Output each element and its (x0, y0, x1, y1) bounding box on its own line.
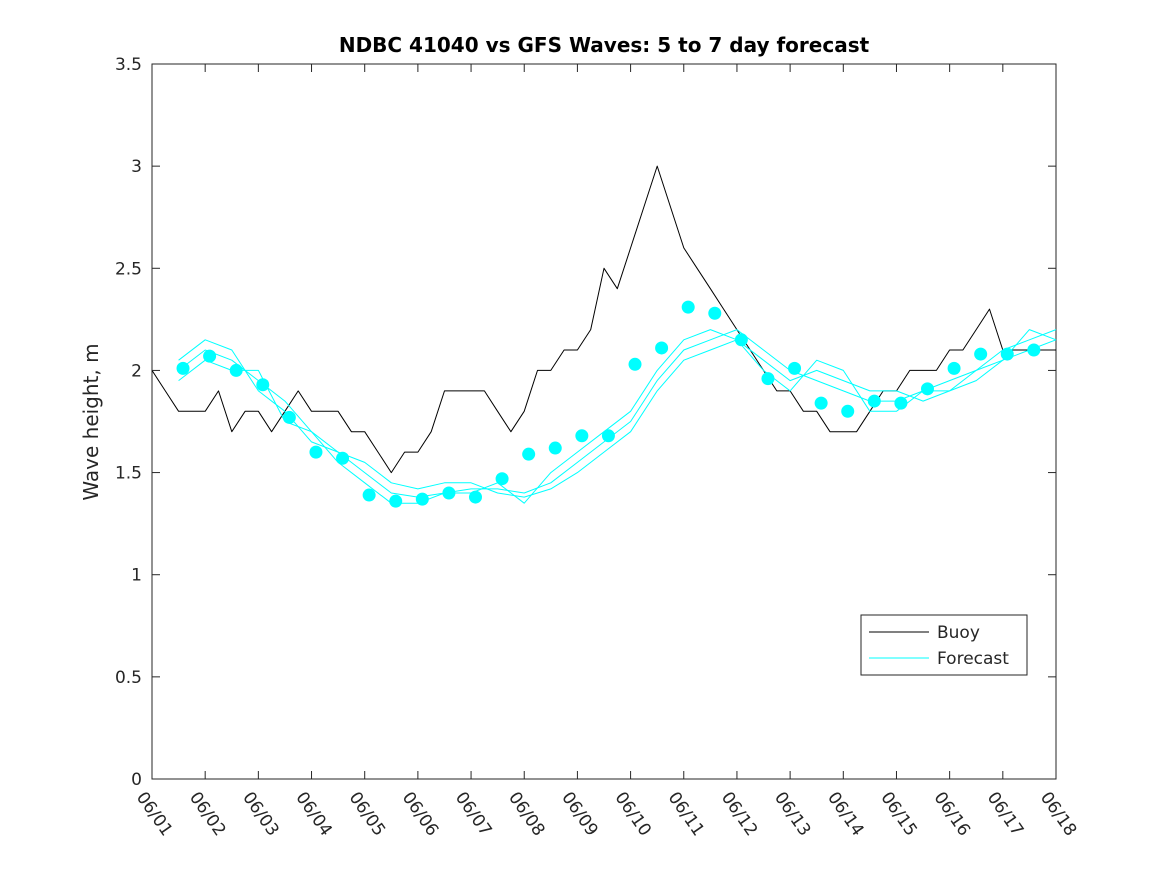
series-layer (151, 165, 1057, 508)
forecast-point (734, 333, 748, 347)
x-tick-label: 06/13 (770, 788, 814, 840)
x-tick-label: 06/14 (823, 788, 867, 840)
x-tick-label: 06/17 (983, 788, 1027, 840)
x-tick-label: 06/06 (398, 788, 442, 840)
x-tick-label: 06/04 (291, 788, 335, 840)
y-tick-label: 1 (131, 566, 142, 586)
forecast-point (867, 394, 881, 408)
legend-label-forecast: Forecast (937, 649, 1009, 669)
x-tick-label: 06/02 (185, 788, 229, 840)
buoy-series-line (151, 165, 1056, 474)
y-tick-label: 1.5 (115, 464, 142, 484)
legend: Buoy Forecast (860, 614, 1028, 676)
x-tick-label: 06/01 (132, 788, 176, 840)
y-tick-label: 3.5 (115, 55, 142, 75)
forecast-point (708, 306, 722, 320)
x-tick-label: 06/15 (876, 788, 920, 840)
y-tick-label: 3 (131, 157, 142, 177)
forecast-point (203, 349, 217, 363)
forecast-point (894, 396, 908, 410)
x-tick-label: 06/07 (451, 788, 495, 840)
forecast-point (761, 372, 775, 386)
chart-title: NDBC 41040 vs GFS Waves: 5 to 7 day fore… (339, 33, 870, 57)
forecast-point (655, 341, 669, 355)
y-axis-label: Wave height, m (79, 343, 103, 500)
forecast-point (282, 410, 296, 424)
forecast-point (442, 486, 456, 500)
forecast-point (947, 361, 961, 375)
forecast-point (309, 445, 323, 459)
x-tick-label: 06/09 (557, 788, 601, 840)
legend-label-buoy: Buoy (937, 623, 980, 643)
forecast-point (548, 441, 562, 455)
x-tick-label: 06/11 (664, 788, 708, 840)
forecast-point (256, 378, 270, 392)
x-tick-label: 06/18 (1036, 788, 1080, 840)
y-tick-label: 0 (131, 770, 142, 790)
forecast-point (522, 447, 536, 461)
forecast-point (628, 357, 642, 371)
forecast-point (841, 404, 855, 418)
forecast-point (389, 494, 403, 508)
forecast-point (788, 361, 802, 375)
legend-box (860, 614, 1028, 676)
forecast-point (974, 347, 988, 361)
x-tick-label: 06/12 (717, 788, 761, 840)
x-tick-label: 06/05 (345, 788, 389, 840)
forecast-point (415, 492, 429, 506)
x-tick-label: 06/16 (930, 788, 974, 840)
forecast-point (495, 472, 509, 486)
forecast-point (362, 488, 376, 502)
forecast-series-line (178, 329, 1057, 504)
forecast-point (229, 363, 243, 377)
forecast-point (468, 490, 482, 504)
x-tick-label: 06/03 (238, 788, 282, 840)
forecast-point (176, 361, 190, 375)
x-tick-label: 06/10 (610, 788, 654, 840)
forecast-point (1000, 347, 1014, 361)
y-tick-label: 0.5 (115, 668, 142, 688)
forecast-point (336, 451, 350, 465)
y-tick-label: 2.5 (115, 259, 142, 279)
forecast-point (814, 396, 828, 410)
forecast-point (681, 300, 695, 314)
x-tick-label: 06/08 (504, 788, 548, 840)
y-tick-label: 2 (131, 361, 142, 381)
forecast-point (601, 429, 615, 443)
forecast-point (1027, 343, 1041, 357)
forecast-point (575, 429, 589, 443)
forecast-point (920, 382, 934, 396)
